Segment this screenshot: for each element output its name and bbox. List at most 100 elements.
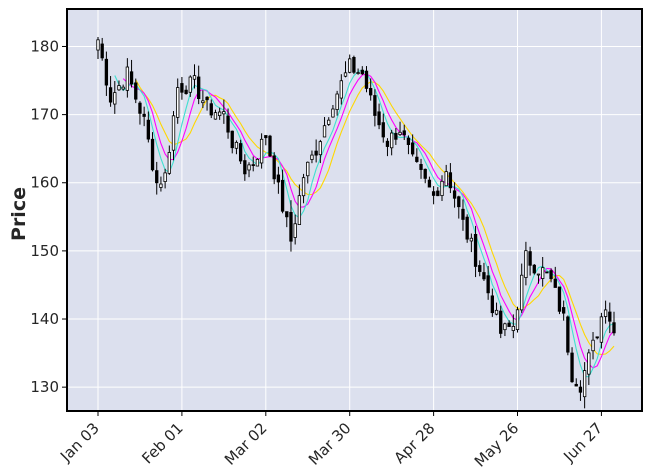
- candle-body: [251, 164, 255, 167]
- candle: [574, 378, 578, 387]
- candle-body: [142, 113, 146, 117]
- candle-body: [373, 95, 377, 116]
- candle-body: [385, 140, 390, 147]
- candle-body: [377, 111, 381, 126]
- candle: [436, 187, 440, 197]
- candle-body: [209, 103, 213, 116]
- candle-body: [528, 251, 532, 266]
- candle: [272, 152, 276, 185]
- candle: [608, 302, 612, 334]
- candle: [167, 145, 171, 175]
- candle-body: [192, 75, 197, 80]
- candle-body: [348, 58, 352, 73]
- candle-body: [490, 295, 494, 314]
- candle: [285, 211, 289, 228]
- candle: [587, 349, 591, 385]
- candle: [138, 101, 142, 125]
- candle: [268, 134, 272, 157]
- candle: [515, 306, 520, 333]
- candle: [314, 139, 318, 163]
- candle: [553, 266, 557, 288]
- candle: [448, 163, 453, 194]
- candle: [348, 54, 352, 74]
- candle: [297, 184, 302, 225]
- candle: [507, 320, 511, 327]
- candle: [599, 312, 604, 349]
- candle: [461, 199, 465, 231]
- candle-body: [146, 119, 151, 140]
- x-tick-label: Mar 02: [221, 419, 271, 469]
- candle-body: [264, 135, 268, 139]
- candle: [230, 130, 234, 154]
- candle-body: [431, 191, 436, 196]
- candle: [499, 305, 503, 339]
- candle-body: [557, 286, 562, 312]
- candle: [452, 182, 457, 208]
- candle: [582, 362, 587, 409]
- candle-body: [117, 85, 121, 91]
- y-tick-label: 140: [30, 310, 59, 328]
- candle-body: [545, 271, 549, 274]
- candle-body: [469, 237, 474, 242]
- candle: [356, 68, 360, 75]
- candle-body: [566, 316, 570, 353]
- candle: [213, 109, 218, 120]
- candle-body: [289, 211, 293, 242]
- candle: [255, 158, 260, 167]
- candle-body: [612, 322, 616, 334]
- candle-body: [113, 92, 117, 105]
- candle-body: [410, 142, 415, 155]
- candle: [528, 246, 532, 276]
- candle: [117, 80, 121, 91]
- candle: [486, 265, 490, 300]
- candle-body: [440, 180, 444, 196]
- candle: [503, 322, 507, 337]
- candle-body: [297, 195, 302, 225]
- candle-body: [389, 132, 394, 149]
- candle-body: [587, 352, 591, 375]
- candle-body: [276, 174, 281, 183]
- candle: [331, 105, 335, 118]
- y-tick-label: 180: [30, 37, 59, 55]
- candle-body: [159, 183, 163, 188]
- candle: [389, 129, 394, 156]
- candle-body: [406, 137, 411, 146]
- candle: [465, 214, 469, 243]
- candle: [339, 74, 343, 105]
- candle-body: [285, 211, 289, 218]
- candle-body: [452, 190, 457, 199]
- candle: [155, 161, 159, 195]
- candle: [306, 161, 310, 184]
- candle-body: [536, 273, 541, 276]
- candle-body: [197, 76, 201, 100]
- y-axis: 130 140 150 160 170 180: [30, 37, 67, 396]
- candle: [377, 103, 381, 130]
- candle-body: [503, 323, 507, 331]
- candle: [129, 59, 134, 88]
- candle: [280, 169, 285, 214]
- candle-body: [360, 69, 364, 75]
- candle: [603, 300, 608, 324]
- candle: [566, 315, 570, 356]
- candle: [134, 78, 138, 104]
- candle-body: [176, 87, 180, 118]
- candle-body: [310, 154, 314, 160]
- candle-body: [134, 82, 138, 100]
- candle: [289, 200, 293, 252]
- candle: [142, 106, 146, 127]
- candle: [180, 77, 184, 100]
- candle-body: [184, 89, 188, 95]
- candle-body: [381, 122, 385, 138]
- candle-body: [167, 152, 171, 174]
- candle-body: [327, 119, 331, 125]
- candle: [247, 162, 251, 178]
- x-axis: Jan 03 Feb 01 Mar 02 Mar 30 Apr 28 May 26 Jun …: [56, 411, 606, 471]
- candle-body: [507, 322, 511, 327]
- candle-body: [482, 272, 486, 280]
- candle-body: [318, 141, 322, 156]
- candle: [536, 273, 541, 284]
- candle: [125, 58, 130, 98]
- candle-body: [201, 100, 205, 104]
- candle-body: [322, 125, 327, 138]
